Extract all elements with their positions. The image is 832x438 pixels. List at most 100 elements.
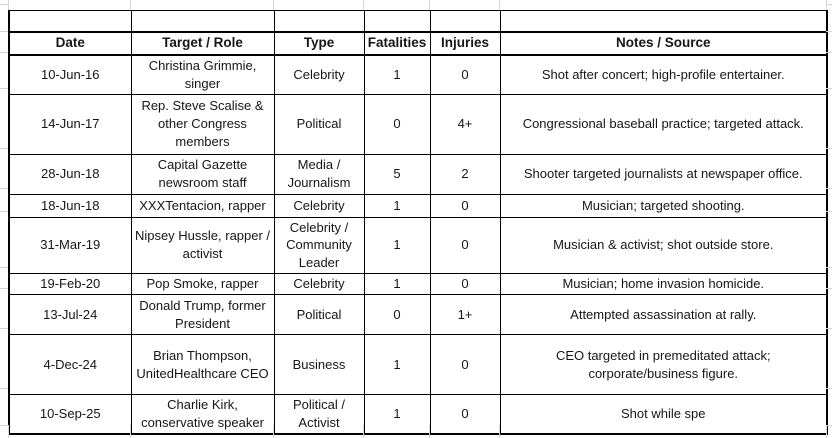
gridline-stub <box>826 425 827 438</box>
cell-date[interactable]: 10-Jun-16 <box>8 54 132 95</box>
gridline-stub <box>826 148 832 149</box>
cell-type[interactable]: Celebrity / Community Leader <box>273 216 365 275</box>
cell-date[interactable]: 31-Mar-19 <box>8 216 132 275</box>
cell-notes[interactable]: Musician; targeted shooting. <box>499 193 828 218</box>
empty-cell[interactable] <box>130 10 275 33</box>
cell-type[interactable]: Political <box>273 93 365 155</box>
cell-type[interactable]: Business <box>273 334 365 396</box>
cell-target[interactable]: Capital Gazette newsroom staff <box>130 153 275 195</box>
empty-cell[interactable] <box>273 10 365 33</box>
cell-notes[interactable]: Shooter targeted journalists at newspape… <box>499 153 828 195</box>
cell-date[interactable]: 13-Jul-24 <box>8 294 132 336</box>
cell-date[interactable]: 18-Jun-18 <box>8 193 132 218</box>
cell-fatalities[interactable]: 0 <box>363 93 431 155</box>
gridline-stub <box>0 148 8 149</box>
col-header-injuries[interactable]: Injuries <box>429 31 501 56</box>
cell-date[interactable]: 4-Dec-24 <box>8 334 132 396</box>
cell-fatalities[interactable]: 1 <box>363 394 431 435</box>
cell-fatalities[interactable]: 1 <box>363 273 431 296</box>
cell-target[interactable]: Donald Trump, former President <box>130 294 275 336</box>
cell-notes[interactable]: Musician & activist; shot outside store. <box>499 216 828 275</box>
cell-injuries[interactable]: 4+ <box>429 93 501 155</box>
empty-cell[interactable] <box>8 10 132 33</box>
cell-date[interactable]: 28-Jun-18 <box>8 153 132 195</box>
gridline-stub <box>826 31 832 32</box>
cell-fatalities[interactable]: 1 <box>363 216 431 275</box>
cell-notes[interactable]: Musician; home invasion homicide. <box>499 273 828 296</box>
gridline-stub <box>0 88 8 89</box>
empty-row <box>8 10 828 33</box>
gridline-stub <box>8 0 9 10</box>
cell-target[interactable]: Brian Thompson, UnitedHealthcare CEO <box>130 334 275 396</box>
cell-type[interactable]: Celebrity <box>273 273 365 296</box>
cell-injuries[interactable]: 1+ <box>429 294 501 336</box>
cell-target[interactable]: Charlie Kirk, conservative speaker <box>130 394 275 435</box>
cell-date[interactable]: 14-Jun-17 <box>8 93 132 155</box>
cell-target[interactable]: Christina Grimmie, singer <box>130 54 275 95</box>
gridline-stub <box>0 425 8 426</box>
cell-notes[interactable]: Attempted assassination at rally. <box>499 294 828 336</box>
cell-injuries[interactable]: 0 <box>429 54 501 95</box>
cell-notes[interactable]: Congressional baseball practice; targete… <box>499 93 828 155</box>
gridline-stub <box>8 425 9 438</box>
gridline-stub <box>429 0 430 10</box>
col-header-type[interactable]: Type <box>273 31 365 56</box>
gridline-stub <box>363 425 364 438</box>
gridline-stub <box>826 52 832 53</box>
cell-type[interactable]: Political / Activist <box>273 394 365 435</box>
cell-date[interactable]: 19-Feb-20 <box>8 273 132 296</box>
gridline-stub <box>826 211 832 212</box>
gridline-stub <box>499 425 500 438</box>
cell-notes[interactable]: CEO targeted in premeditated attack; cor… <box>499 334 828 396</box>
cell-notes[interactable]: Shot after concert; high-profile enterta… <box>499 54 828 95</box>
table-row: 31-Mar-19 Nipsey Hussle, rapper / activis… <box>8 216 828 275</box>
cell-date[interactable]: 10-Sep-25 <box>8 394 132 435</box>
gridline-stub <box>0 188 8 189</box>
cell-injuries[interactable]: 0 <box>429 193 501 218</box>
gridline-stub <box>826 267 832 268</box>
gridline-stub <box>826 88 832 89</box>
cell-target[interactable]: XXXTentacion, rapper <box>130 193 275 218</box>
gridline-stub <box>826 425 832 426</box>
cell-injuries[interactable]: 2 <box>429 153 501 195</box>
gridline-stub <box>0 52 8 53</box>
cell-fatalities[interactable]: 1 <box>363 193 431 218</box>
cell-fatalities[interactable]: 1 <box>363 54 431 95</box>
table-row: 14-Jun-17 Rep. Steve Scalise & other Cong… <box>8 93 828 155</box>
cell-injuries[interactable]: 0 <box>429 394 501 435</box>
cell-target[interactable]: Nipsey Hussle, rapper / activist <box>130 216 275 275</box>
gridline-stub <box>429 425 430 438</box>
cell-fatalities[interactable]: 0 <box>363 294 431 336</box>
cell-fatalities[interactable]: 5 <box>363 153 431 195</box>
cell-type[interactable]: Celebrity <box>273 193 365 218</box>
table-row: 4-Dec-24 Brian Thompson, UnitedHealthcare… <box>8 334 828 396</box>
cell-type[interactable]: Political <box>273 294 365 336</box>
gridline-stub <box>826 4 832 5</box>
gridline-stub <box>273 425 274 438</box>
cell-fatalities[interactable]: 1 <box>363 334 431 396</box>
empty-cell[interactable] <box>429 10 501 33</box>
gridline-stub <box>826 388 832 389</box>
col-header-fatalities[interactable]: Fatalities <box>363 31 431 56</box>
gridline-stub <box>0 4 8 5</box>
cell-target[interactable]: Pop Smoke, rapper <box>130 273 275 296</box>
cell-target[interactable]: Rep. Steve Scalise & other Congress memb… <box>130 93 275 155</box>
col-header-date[interactable]: Date <box>8 31 132 56</box>
gridline-stub <box>0 288 8 289</box>
empty-cell[interactable] <box>499 10 828 33</box>
cell-injuries[interactable]: 0 <box>429 334 501 396</box>
table-row: 28-Jun-18 Capital Gazette newsroom staff M… <box>8 153 828 195</box>
cell-type[interactable]: Celebrity <box>273 54 365 95</box>
cell-injuries[interactable]: 0 <box>429 216 501 275</box>
col-header-target-role[interactable]: Target / Role <box>130 31 275 56</box>
col-header-notes-source[interactable]: Notes / Source <box>499 31 828 56</box>
cell-injuries[interactable]: 0 <box>429 273 501 296</box>
incidents-table: Date Target / Role Type Fatalities Injur… <box>8 10 828 436</box>
gridline-stub <box>826 328 832 329</box>
empty-cell[interactable] <box>363 10 431 33</box>
cell-notes[interactable]: Shot while spe <box>499 394 828 435</box>
table-row: 18-Jun-18 XXXTentacion, rapper Celebrity 1 0… <box>8 193 828 218</box>
gridline-stub <box>499 0 500 10</box>
cell-type[interactable]: Media / Journalism <box>273 153 365 195</box>
